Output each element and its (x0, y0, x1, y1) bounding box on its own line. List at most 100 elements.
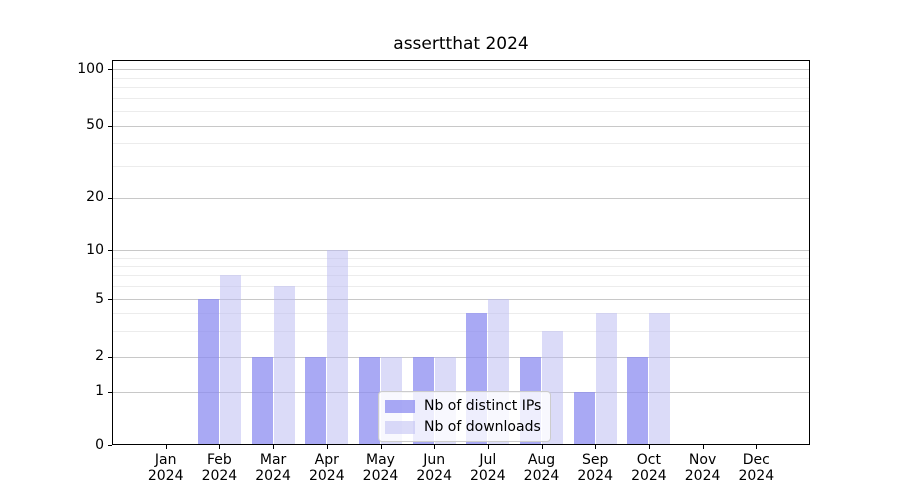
gridline-minor-y-90 (112, 77, 810, 79)
legend-swatch-nb-of-downloads (385, 421, 415, 434)
gridline-minor-y-3 (112, 331, 810, 333)
x-label-month-sep: Sep (581, 452, 609, 468)
y-tick-2 (108, 356, 112, 358)
gridlines-layer (112, 60, 810, 445)
x-label-year-jun: 2024 (416, 468, 452, 484)
y-label-0: 0 (95, 436, 104, 453)
bar-nb-of-downloads-oct (649, 313, 671, 445)
gridline-minor-y-60 (112, 110, 810, 112)
bar-nb-of-downloads-apr (327, 250, 349, 445)
x-label-may: May 2024 (349, 452, 413, 484)
gridline-minor-y-80 (112, 87, 810, 89)
y-label-20: 20 (86, 189, 104, 206)
x-label-year-may: 2024 (362, 468, 399, 484)
bar-nb-of-downloads-mar (273, 286, 295, 445)
x-label-dec: Dec 2024 (724, 452, 788, 484)
x-tick-oct (648, 445, 650, 449)
gridline-major-y-50 (112, 125, 810, 127)
x-label-year-jul: 2024 (469, 468, 506, 484)
x-label-year-jan: 2024 (147, 468, 184, 484)
x-label-month-jun: Jun (423, 452, 446, 468)
y-label-100: 100 (77, 60, 104, 77)
x-label-mar: Mar 2024 (241, 452, 305, 484)
x-label-year-dec: 2024 (738, 468, 775, 484)
y-tick-10 (108, 250, 112, 251)
bar-nb-of-distinct-ips-may (359, 356, 380, 445)
gridline-minor-y-9 (112, 257, 810, 259)
y-tick-1 (108, 391, 112, 393)
x-label-year-nov: 2024 (684, 468, 721, 484)
x-label-jan: Jan 2024 (134, 452, 198, 484)
gridline-minor-y-70 (112, 98, 810, 100)
x-label-oct: Oct 2024 (617, 452, 681, 484)
legend-item-nb-of-downloads: Nb of downloads (385, 419, 541, 436)
x-label-feb: Feb 2024 (187, 452, 251, 484)
bar-nb-of-distinct-ips-feb (197, 299, 219, 445)
x-tick-dec (756, 445, 758, 449)
legend-label-nb-of-downloads: Nb of downloads (424, 419, 541, 435)
x-label-month-oct: Oct (636, 452, 661, 468)
y-tick-20 (108, 197, 112, 199)
x-label-month-feb: Feb (206, 452, 232, 468)
x-label-year-apr: 2024 (308, 468, 345, 484)
gridline-minor-y-30 (112, 165, 810, 167)
y-tick-5 (108, 299, 112, 301)
bar-nb-of-distinct-ips-apr (305, 356, 327, 445)
x-label-month-mar: Mar (259, 452, 287, 468)
x-label-year-feb: 2024 (201, 468, 238, 484)
y-tick-0 (108, 445, 112, 446)
x-label-month-aug: Aug (527, 452, 556, 468)
gridline-major-y-10 (112, 250, 810, 251)
gridline-minor-y-8 (112, 265, 810, 267)
legend-label-nb-of-distinct-ips: Nb of distinct IPs (424, 398, 542, 414)
y-label-5: 5 (95, 290, 104, 307)
bar-nb-of-downloads-sep (595, 313, 617, 445)
x-label-year-sep: 2024 (577, 468, 613, 484)
x-tick-apr (326, 445, 328, 449)
x-label-nov: Nov 2024 (671, 452, 735, 484)
x-label-sep: Sep 2024 (563, 452, 627, 484)
gridline-minor-y-6 (112, 286, 810, 288)
gridline-major-y-20 (112, 197, 810, 199)
x-label-month-dec: Dec (742, 452, 770, 468)
x-label-jul: Jul 2024 (456, 452, 520, 484)
x-tick-jul (487, 445, 489, 449)
bar-nb-of-downloads-feb (219, 275, 241, 445)
x-tick-feb (219, 445, 221, 449)
bar-nb-of-distinct-ips-oct (627, 356, 649, 445)
x-label-apr: Apr 2024 (295, 452, 359, 484)
x-label-month-may: May (366, 452, 395, 468)
gridline-major-y-100 (112, 69, 810, 70)
x-label-month-jan: Jan (154, 452, 177, 468)
gridline-major-y-2 (112, 356, 810, 358)
legend-item-nb-of-distinct-ips: Nb of distinct IPs (385, 398, 541, 415)
x-tick-nov (702, 445, 704, 449)
x-label-year-mar: 2024 (255, 468, 291, 484)
x-label-year-aug: 2024 (523, 468, 560, 484)
x-tick-aug (541, 445, 543, 449)
x-tick-may (380, 445, 382, 449)
gridline-minor-y-4 (112, 313, 810, 315)
x-label-year-oct: 2024 (631, 468, 667, 484)
x-tick-mar (273, 445, 275, 449)
chart-title: assertthat 2024 (393, 34, 529, 54)
y-tick-100 (108, 69, 112, 70)
x-label-month-jul: Jul (479, 452, 497, 468)
y-label-10: 10 (86, 241, 104, 258)
x-label-month-nov: Nov (688, 452, 717, 468)
y-label-2: 2 (95, 348, 104, 365)
x-label-aug: Aug 2024 (510, 452, 574, 484)
gridline-minor-y-7 (112, 275, 810, 277)
legend: Nb of distinct IPs Nb of downloads (378, 391, 552, 442)
gridline-major-y-5 (112, 299, 810, 301)
x-tick-sep (595, 445, 597, 449)
x-tick-jan (165, 445, 167, 449)
x-tick-jun (434, 445, 436, 449)
x-label-jun: Jun 2024 (402, 452, 466, 484)
gridline-minor-y-40 (112, 143, 810, 145)
legend-swatch-nb-of-distinct-ips (385, 400, 415, 413)
bar-nb-of-distinct-ips-mar (251, 356, 273, 445)
y-label-1: 1 (95, 383, 104, 400)
